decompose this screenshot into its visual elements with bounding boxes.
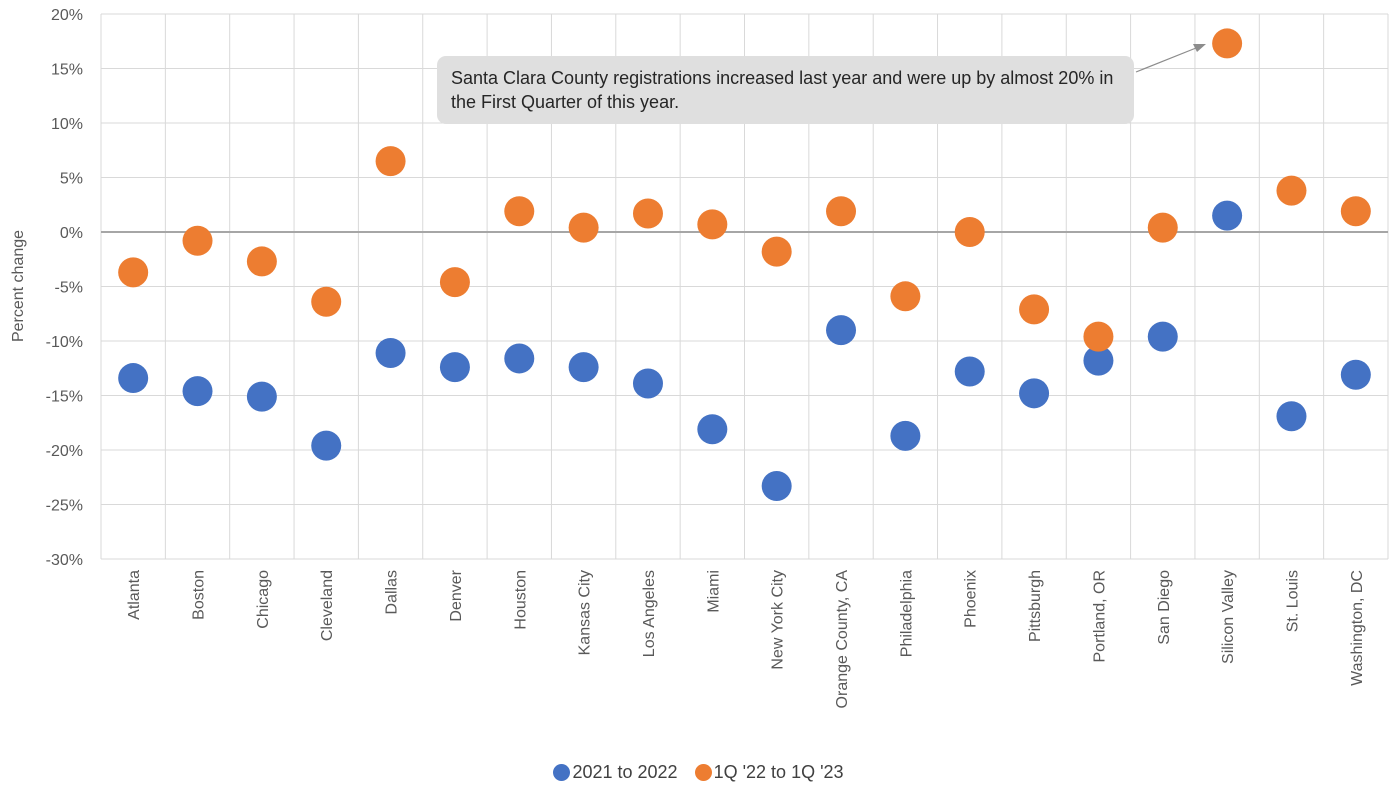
- data-point-series-2: [890, 281, 921, 312]
- data-point-series-1: [632, 368, 663, 399]
- legend: 2021 to 2022 1Q '22 to 1Q '23: [0, 762, 1397, 786]
- gridlines: [100, 13, 1389, 560]
- x-tick-label: Atlanta: [126, 570, 143, 620]
- y-tick-label: -10%: [46, 334, 83, 351]
- y-tick-label: 20%: [51, 7, 83, 24]
- data-point-series-1: [1019, 378, 1050, 409]
- x-tick-label: Washington, DC: [1349, 570, 1366, 686]
- data-point-series-1: [761, 470, 792, 501]
- legend-item-2021-2022: 2021 to 2022: [553, 762, 678, 783]
- x-tick-label: Philadelphia: [898, 570, 915, 657]
- data-point-series-2: [632, 198, 663, 229]
- data-point-series-2: [1083, 321, 1114, 352]
- data-point-series-1: [311, 430, 342, 461]
- y-tick-label: 5%: [60, 171, 83, 188]
- y-tick-label: -30%: [46, 552, 83, 569]
- data-point-series-1: [1340, 359, 1371, 390]
- data-point-series-1: [954, 356, 985, 387]
- data-point-series-2: [568, 212, 599, 243]
- data-point-series-2: [439, 267, 470, 298]
- y-tick-label: -5%: [55, 280, 83, 297]
- data-point-series-2: [1340, 196, 1371, 227]
- data-point-series-1: [1083, 345, 1114, 376]
- data-point-series-1: [568, 352, 599, 383]
- x-tick-label: Denver: [448, 569, 465, 621]
- data-point-series-2: [826, 196, 857, 227]
- x-tick-label: San Diego: [1156, 570, 1173, 645]
- legend-label-1q22-1q23: 1Q '22 to 1Q '23: [713, 762, 844, 782]
- y-axis-title: Percent change: [10, 230, 27, 342]
- data-point-series-2: [246, 246, 277, 277]
- data-point-series-1: [375, 337, 406, 368]
- x-tick-label: Chicago: [255, 570, 272, 629]
- y-tick-label: 10%: [51, 116, 83, 133]
- data-point-series-1: [1212, 200, 1243, 231]
- legend-marker-1q22-1q23: [694, 764, 712, 781]
- data-point-series-2: [1019, 294, 1050, 325]
- legend-marker-2021-2022: [553, 764, 571, 781]
- data-point-series-2: [375, 146, 406, 177]
- data-point-series-1: [182, 376, 213, 407]
- annotation-arrow: [1135, 44, 1206, 73]
- y-tick-label: -20%: [46, 443, 83, 460]
- x-tick-label: Phoenix: [963, 570, 980, 628]
- data-point-series-1: [1276, 401, 1307, 432]
- data-point-series-2: [182, 225, 213, 256]
- data-point-series-2: [1147, 212, 1178, 243]
- data-points: [118, 28, 1371, 501]
- data-point-series-1: [118, 363, 149, 394]
- x-axis-tick-labels: Atlanta Boston Chicago Cleveland Dallas Denve…: [126, 569, 1366, 708]
- x-tick-label: Boston: [191, 570, 208, 620]
- data-point-series-2: [761, 236, 792, 267]
- data-point-series-1: [826, 315, 857, 346]
- x-tick-label: Cleveland: [319, 570, 336, 641]
- x-tick-label: Silicon Valley: [1220, 570, 1237, 664]
- legend-item-1q22-1q23: 1Q '22 to 1Q '23: [694, 762, 844, 783]
- data-point-series-2: [504, 196, 535, 227]
- x-tick-label: Orange County, CA: [834, 570, 851, 709]
- data-point-series-2: [697, 209, 728, 240]
- data-point-series-1: [890, 420, 921, 451]
- data-point-series-1: [246, 381, 277, 412]
- x-tick-label: Dallas: [384, 570, 401, 614]
- data-point-series-1: [697, 414, 728, 445]
- y-tick-label: -15%: [46, 389, 83, 406]
- data-point-series-1: [1147, 321, 1178, 352]
- x-tick-label: New York City: [770, 570, 787, 670]
- data-point-series-1: [504, 343, 535, 374]
- legend-label-2021-2022: 2021 to 2022: [572, 762, 678, 782]
- data-point-series-2: [311, 286, 342, 317]
- x-tick-label: Los Angeles: [641, 570, 658, 657]
- data-point-series-2: [1276, 175, 1307, 206]
- x-tick-label: Pittsburgh: [1027, 570, 1044, 642]
- y-tick-label: 15%: [51, 62, 83, 79]
- x-tick-label: Portland, OR: [1091, 570, 1108, 662]
- y-axis-tick-labels: 20% 15% 10% 5% 0% -5% -10% -15% -20% -25% -30%: [46, 7, 83, 569]
- x-tick-label: Houston: [512, 570, 529, 630]
- x-tick-label: St. Louis: [1284, 570, 1301, 632]
- y-tick-label: 0%: [60, 225, 83, 242]
- x-tick-label: Kansas City: [577, 570, 594, 655]
- data-point-series-2: [118, 257, 149, 288]
- data-point-series-2: [1212, 28, 1243, 59]
- x-tick-label: Miami: [705, 570, 722, 613]
- annotation-callout: Santa Clara County registrations increas…: [437, 56, 1134, 124]
- data-point-series-1: [439, 352, 470, 383]
- data-point-series-2: [954, 217, 985, 247]
- y-tick-label: -25%: [46, 498, 83, 515]
